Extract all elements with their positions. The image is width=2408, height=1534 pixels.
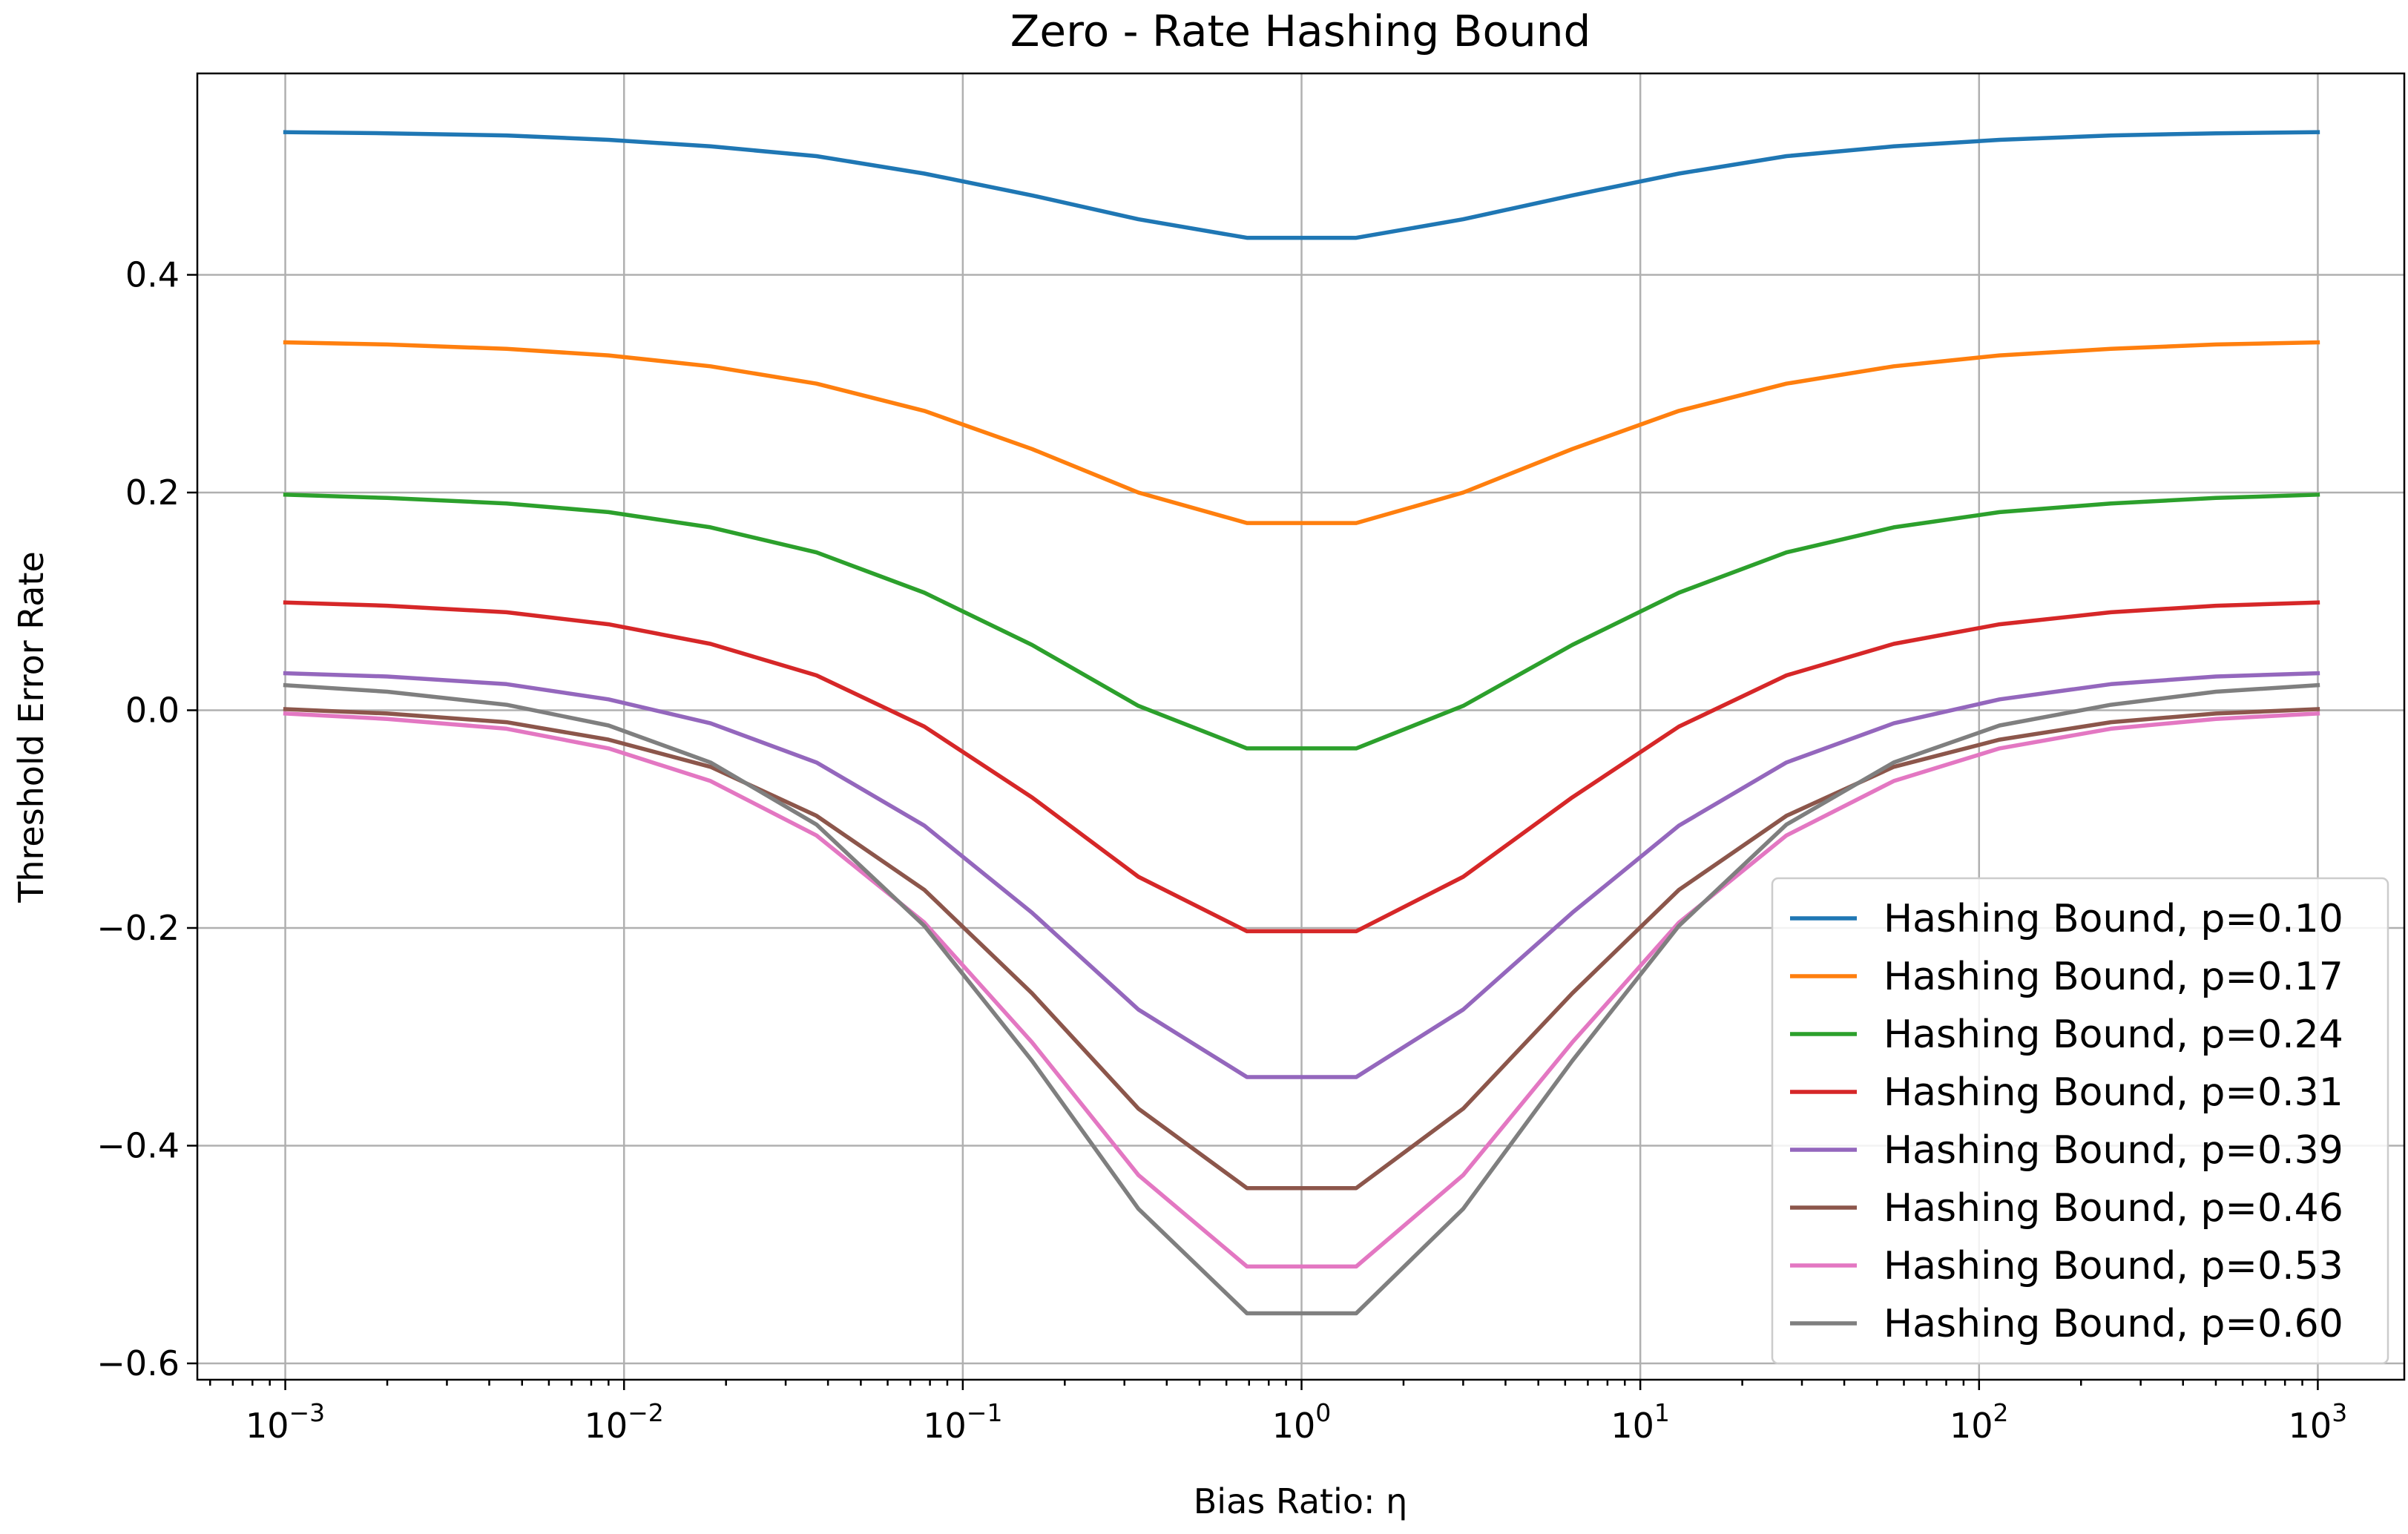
legend-label-7: Hashing Bound, p=0.60 xyxy=(1884,1302,2343,1346)
y-tick-label: −0.6 xyxy=(96,1343,180,1383)
x-tick-exponent: 2 xyxy=(1993,1398,2009,1427)
x-tick-exponent: 0 xyxy=(1315,1398,1331,1427)
x-tick-label: 10−1 xyxy=(923,1398,1002,1446)
x-tick-label: 102 xyxy=(1950,1398,2009,1446)
x-tick-base: 10 xyxy=(1950,1406,1993,1446)
series-line-2 xyxy=(283,493,2320,751)
series-group xyxy=(283,130,2320,1316)
x-tick-exponent: 1 xyxy=(1654,1398,1670,1427)
legend-label-4: Hashing Bound, p=0.39 xyxy=(1884,1128,2343,1173)
x-tick-exponent: −2 xyxy=(628,1398,664,1427)
legend-box xyxy=(1771,877,2389,1365)
x-tick-exponent: −3 xyxy=(289,1398,326,1427)
legend-label-1: Hashing Bound, p=0.17 xyxy=(1884,955,2343,999)
x-tick-base: 10 xyxy=(1611,1406,1654,1446)
chart-title: Zero - Rate Hashing Bound xyxy=(1010,6,1591,56)
x-tick-label: 100 xyxy=(1272,1398,1332,1446)
y-axis-label: Threshold Error Rate xyxy=(11,551,51,903)
x-tick-label: 103 xyxy=(2289,1398,2348,1446)
x-axis-label: Bias Ratio: η xyxy=(1194,1481,1408,1521)
y-tick-label: 0.2 xyxy=(125,473,180,513)
x-tick-base: 10 xyxy=(923,1406,967,1446)
x-tick-base: 10 xyxy=(585,1406,628,1446)
y-tick-label: 0.4 xyxy=(125,254,180,294)
series-line-3 xyxy=(283,600,2320,934)
legend-label-6: Hashing Bound, p=0.53 xyxy=(1884,1244,2343,1288)
legend-label-3: Hashing Bound, p=0.31 xyxy=(1884,1070,2343,1115)
x-tick-base: 10 xyxy=(2289,1406,2332,1446)
series-line-1 xyxy=(283,340,2320,525)
x-tick-label: 10−3 xyxy=(246,1398,325,1446)
legend-label-0: Hashing Bound, p=0.10 xyxy=(1884,897,2343,941)
x-tick-exponent: −1 xyxy=(967,1398,1003,1427)
x-tick-label: 10−2 xyxy=(585,1398,664,1446)
series-line-4 xyxy=(283,671,2320,1079)
series-line-6 xyxy=(283,711,2320,1269)
x-tick-base: 10 xyxy=(1272,1406,1316,1446)
series-line-7 xyxy=(283,682,2320,1316)
x-tick-exponent: 3 xyxy=(2332,1398,2347,1427)
series-line-0 xyxy=(283,130,2320,240)
series-line-5 xyxy=(283,707,2320,1191)
y-tick-label: −0.2 xyxy=(96,908,180,948)
legend-label-5: Hashing Bound, p=0.46 xyxy=(1884,1186,2343,1231)
y-tick-label: 0.0 xyxy=(125,690,180,730)
legend: Hashing Bound, p=0.10 Hashing Bound, p=0.… xyxy=(1771,877,2389,1365)
y-tick-label: −0.4 xyxy=(96,1125,180,1165)
x-tick-base: 10 xyxy=(246,1406,289,1446)
x-tick-label: 101 xyxy=(1611,1398,1670,1446)
legend-label-2: Hashing Bound, p=0.24 xyxy=(1884,1013,2343,1057)
ticks: 10−3 10−2 10−1 100 101 102 1030.40.20.0−0.2−0.… xyxy=(96,254,2347,1446)
